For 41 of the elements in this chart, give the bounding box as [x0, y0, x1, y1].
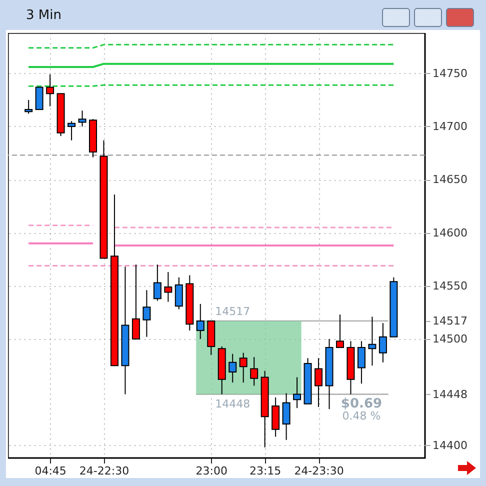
candlestick [228, 353, 237, 384]
candlestick [132, 264, 140, 340]
chart-title: 3 Min [26, 8, 62, 23]
y-tick-label: 14550 [432, 279, 468, 292]
annotation: 14448 [215, 397, 250, 410]
candlestick [314, 358, 323, 408]
candlestick [164, 272, 172, 302]
x-tick-label: 24-23:30 [294, 464, 344, 478]
candlestick [35, 86, 44, 110]
candlestick [378, 322, 387, 363]
annotation: $0.69 [340, 396, 382, 412]
candlestick [68, 120, 76, 141]
candlestick [174, 276, 183, 310]
candlestick [142, 290, 151, 338]
x-tick-label: 04:45 [34, 464, 66, 478]
candlestick [239, 352, 248, 384]
candlestick [250, 356, 258, 386]
y-tick-label: 14448 [432, 388, 468, 401]
x-tick-label: 24-22:30 [79, 464, 130, 478]
x-tick-label: 23:15 [249, 464, 282, 478]
y-tick-label: 14400 [432, 438, 468, 452]
x-tick-label: 23:00 [196, 464, 228, 478]
candlestick [153, 264, 162, 302]
y-tick-label: 14517 [432, 314, 468, 328]
y-tick-label: 14650 [432, 173, 468, 186]
candlestick [357, 340, 366, 384]
y-tick-label: 14700 [432, 120, 468, 133]
y-tick-label: 14500 [432, 332, 468, 346]
candlestick [293, 376, 302, 409]
y-tick-label: 14600 [432, 226, 468, 240]
annotation: 0.48 % [342, 409, 381, 422]
y-tick-label: 14750 [432, 66, 468, 80]
candlestick [196, 303, 204, 340]
candlestick [24, 99, 33, 114]
candlestick [46, 74, 54, 107]
candlestick [368, 316, 376, 366]
candlestick [282, 392, 290, 440]
annotation: 14517 [215, 304, 250, 318]
candlestick [272, 396, 280, 438]
candlestick [336, 314, 344, 348]
candlestick [78, 110, 86, 127]
